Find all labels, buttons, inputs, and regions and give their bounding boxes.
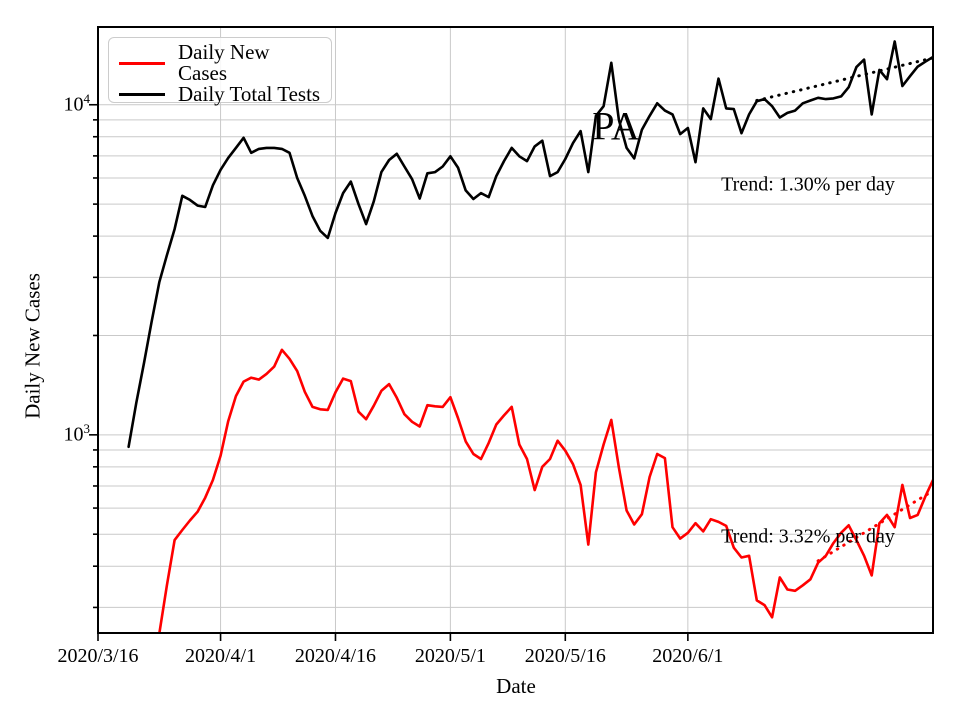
legend: Daily New Cases Daily Total Tests: [108, 37, 332, 105]
y-axis-title: Daily New Cases: [20, 273, 45, 419]
x-tick-label: 2020/5/1: [414, 645, 486, 667]
y-tick-label: 104: [63, 90, 91, 116]
cases-line-swatch: [119, 61, 165, 65]
cases-trend-label: Trend: 3.32% per day: [721, 525, 895, 548]
cases-trend-dotted-line: [816, 489, 933, 563]
x-tick-label: 2020/4/1: [185, 645, 257, 667]
legend-item-cases: Daily New Cases: [119, 42, 323, 84]
legend-label-tests: Daily Total Tests: [178, 82, 321, 106]
tests-trend-label: Trend: 1.30% per day: [721, 173, 895, 196]
plot-frame: [97, 26, 934, 634]
x-tick-label: 2020/5/16: [524, 645, 606, 667]
y-tick-label: 103: [63, 420, 91, 446]
x-tick-label: 2020/3/16: [57, 645, 139, 667]
x-axis-title: Date: [496, 674, 536, 698]
legend-item-tests: Daily Total Tests: [119, 84, 323, 105]
tests-line-swatch: [119, 93, 165, 96]
x-tick-label: 2020/6/1: [652, 645, 724, 667]
tests-line: [127, 40, 933, 449]
state-annotation: PA: [592, 103, 640, 149]
tick-marks: [89, 103, 689, 641]
legend-label-cases: Daily New Cases: [178, 40, 270, 85]
x-tick-label: 2020/4/16: [294, 645, 377, 667]
cases-line: [158, 348, 933, 633]
tests-trend-dotted-line: [755, 56, 933, 102]
